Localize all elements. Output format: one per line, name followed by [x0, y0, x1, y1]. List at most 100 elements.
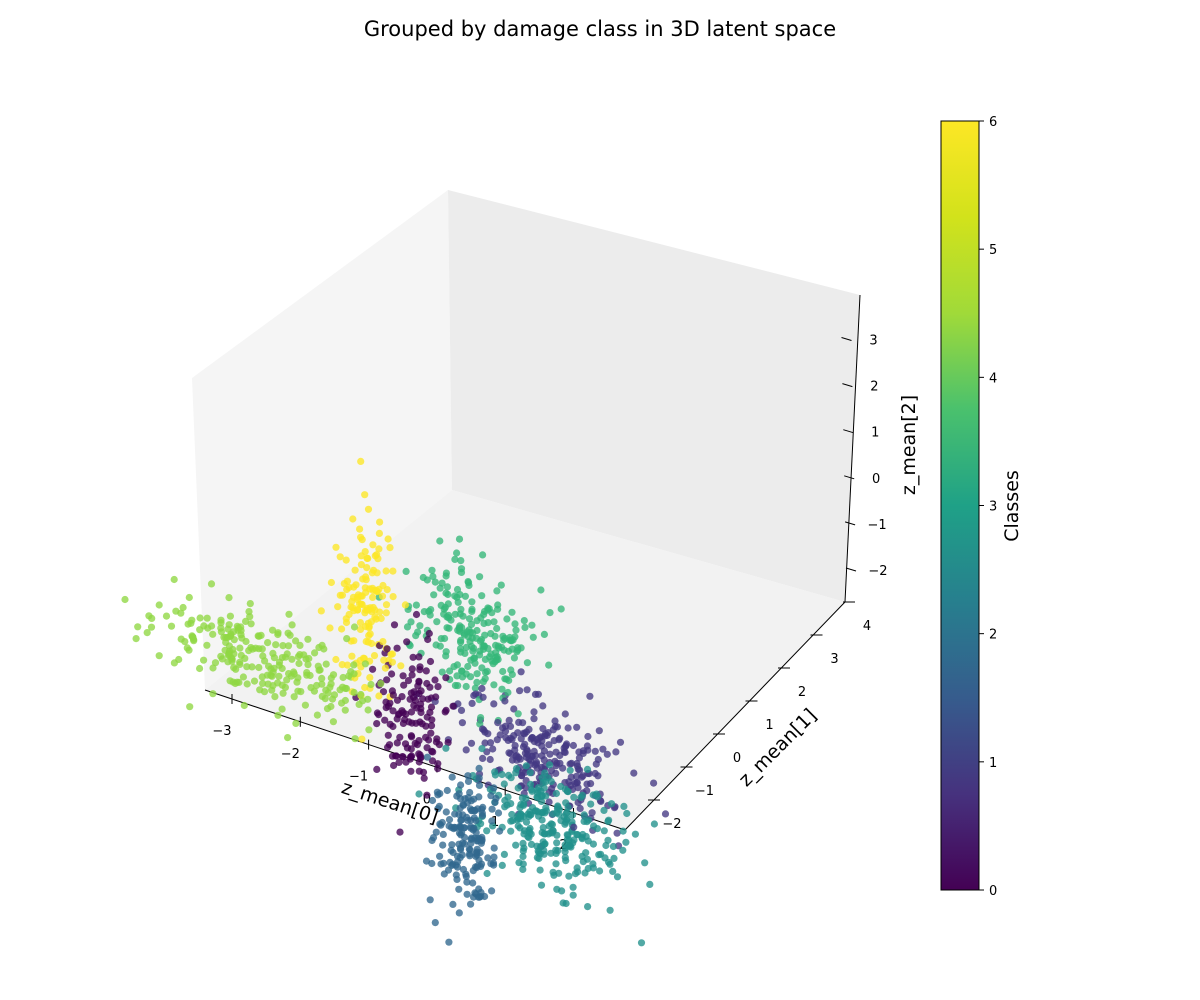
data-point-class-3: [526, 769, 534, 777]
data-point-class-5: [341, 706, 349, 714]
data-point-class-0: [385, 741, 394, 749]
data-point-class-6: [353, 593, 361, 601]
data-point-class-5: [283, 650, 291, 658]
data-point-class-6: [354, 606, 362, 614]
data-point-class-5: [257, 631, 265, 640]
z-tick-label: −1: [868, 518, 887, 533]
data-point-class-4: [453, 672, 461, 680]
data-point-class-6: [343, 661, 351, 669]
data-point-class-3: [519, 860, 527, 868]
data-point-class-0: [434, 760, 442, 768]
data-point-class-3: [553, 805, 562, 813]
data-point-class-4: [443, 583, 451, 591]
data-point-class-4: [511, 620, 519, 628]
data-point-class-5: [217, 624, 225, 632]
data-point-class-2: [428, 836, 436, 845]
data-point-class-0: [419, 695, 427, 703]
data-point-class-0: [422, 667, 430, 675]
data-point-class-1: [567, 759, 576, 768]
data-point-class-5: [290, 668, 298, 676]
data-point-class-4: [493, 624, 501, 633]
data-point-class-6: [348, 652, 356, 660]
y-tick-label: −1: [695, 784, 714, 799]
data-point-class-6: [368, 639, 376, 648]
data-point-class-4: [545, 661, 553, 669]
data-point-class-0: [373, 720, 381, 728]
data-point-class-4: [473, 670, 481, 678]
data-point-class-2: [455, 829, 464, 837]
data-point-class-3: [606, 860, 614, 868]
data-point-class-0: [373, 765, 381, 774]
data-point-class-3: [594, 793, 602, 801]
data-point-class-1: [484, 730, 492, 738]
data-point-class-3: [526, 808, 534, 816]
data-point-class-1: [546, 750, 554, 758]
data-point-class-2: [423, 753, 431, 761]
data-point-class-2: [490, 784, 498, 792]
data-point-class-3: [631, 830, 640, 838]
data-point-class-0: [423, 791, 431, 799]
data-point-class-5: [258, 673, 266, 681]
data-point-class-6: [376, 518, 384, 526]
chart-title: Grouped by damage class in 3D latent spa…: [364, 17, 836, 41]
scatter-points: [121, 457, 670, 947]
data-point-class-6: [397, 662, 405, 670]
data-point-class-5: [330, 691, 339, 699]
data-point-class-2: [490, 861, 498, 869]
data-point-class-1: [564, 724, 572, 732]
data-point-class-1: [478, 684, 486, 693]
data-point-class-5: [357, 690, 365, 699]
data-point-class-6: [326, 624, 334, 632]
data-point-class-5: [200, 656, 208, 664]
data-point-class-2: [457, 845, 465, 854]
data-point-class-6: [369, 593, 377, 602]
data-point-class-1: [457, 706, 466, 715]
data-point-class-2: [467, 797, 475, 805]
data-point-class-5: [228, 657, 236, 665]
data-point-class-0: [383, 645, 391, 653]
data-point-class-1: [462, 746, 470, 754]
data-point-class-6: [371, 552, 379, 560]
left-pane: [192, 190, 452, 690]
data-point-class-1: [516, 687, 524, 695]
data-point-class-3: [595, 851, 603, 859]
data-point-class-5: [339, 683, 347, 691]
data-point-class-0: [432, 693, 440, 701]
data-point-class-3: [538, 791, 546, 800]
data-point-class-4: [454, 626, 462, 634]
data-point-class-4: [479, 551, 487, 559]
colorbar-tick-label: 6: [989, 115, 997, 130]
data-point-class-3: [578, 791, 587, 799]
data-point-class-4: [433, 618, 441, 626]
data-point-class-3: [519, 865, 527, 874]
data-point-class-0: [424, 695, 432, 703]
data-point-class-5: [203, 641, 211, 649]
data-point-class-4: [451, 555, 459, 564]
data-point-class-6: [375, 529, 383, 538]
data-point-class-0: [426, 683, 434, 691]
data-point-class-0: [407, 767, 415, 775]
data-point-class-1: [583, 742, 592, 750]
data-point-class-1: [587, 780, 595, 788]
data-point-class-2: [453, 863, 462, 871]
data-point-class-2: [475, 793, 483, 801]
data-point-class-6: [376, 608, 384, 616]
data-point-class-4: [523, 659, 532, 667]
data-point-class-3: [578, 835, 586, 843]
data-point-class-3: [580, 811, 588, 819]
data-point-class-3: [547, 777, 555, 786]
y-tick-label: 0: [733, 751, 741, 766]
data-point-class-4: [510, 654, 518, 662]
data-point-class-2: [450, 823, 459, 832]
data-point-class-4: [501, 634, 509, 642]
data-point-class-2: [436, 820, 444, 828]
data-point-class-0: [408, 665, 416, 673]
data-point-class-1: [508, 736, 516, 744]
data-point-class-3: [583, 855, 592, 863]
data-point-class-4: [430, 591, 438, 599]
data-point-class-2: [488, 887, 496, 895]
data-point-class-3: [507, 827, 515, 835]
data-point-class-6: [361, 683, 369, 692]
data-point-class-0: [390, 761, 398, 770]
